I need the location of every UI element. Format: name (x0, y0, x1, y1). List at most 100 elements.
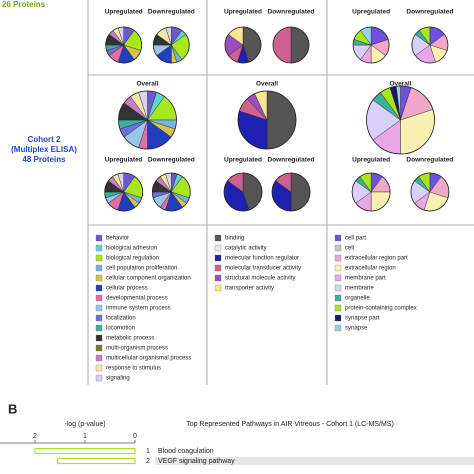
legend-swatch (95, 254, 103, 262)
legend-swatch (214, 244, 222, 252)
column-header: Upregulated (224, 9, 262, 16)
column-header: Upregulated (224, 157, 262, 164)
legend-label: biological regulation (106, 256, 159, 262)
legend-swatch (334, 284, 342, 292)
legend-swatch (95, 244, 103, 252)
row-band (155, 457, 474, 465)
pie-outline (152, 26, 190, 64)
legend-label: organelle (345, 296, 370, 302)
legend-label: locomotion (106, 326, 135, 332)
column-header: Upregulated (105, 157, 143, 164)
legend-label: behavior (106, 236, 129, 242)
legend-swatch (334, 324, 342, 332)
pie-slice (290, 172, 311, 212)
legend-swatch (95, 304, 103, 312)
legend-label: catalytic activity (225, 246, 267, 252)
rank-label: 1 (146, 448, 150, 455)
legend-label: developmental process (106, 296, 168, 302)
legend-label: binding (225, 236, 244, 242)
pie-outline (224, 26, 262, 64)
pie-outline (151, 172, 191, 212)
legend-swatch (95, 344, 103, 352)
pie-outline (272, 26, 310, 64)
column-header: Downregulated (406, 157, 453, 164)
tick-label: 1 (83, 433, 87, 440)
pie-outline (237, 90, 297, 150)
rank-label: 2 (146, 458, 150, 465)
legend-swatch (334, 274, 342, 282)
legend-label: extracellular region part (345, 256, 408, 262)
legend-swatch (214, 284, 222, 292)
legend-swatch (334, 234, 342, 242)
legend-swatch (95, 294, 103, 302)
pie-outline (271, 172, 311, 212)
legend-label: localization (106, 316, 136, 322)
legend-swatch (95, 364, 103, 372)
legend-label: cell part (345, 236, 366, 242)
pie-outline (223, 172, 263, 212)
legend-swatch (334, 304, 342, 312)
pie-outline (411, 26, 449, 64)
column-header: Downregulated (268, 9, 315, 16)
panel-title: Top Represented Pathways in AIR Vitreous… (186, 421, 394, 428)
legend-swatch (334, 264, 342, 272)
legend-swatch (214, 274, 222, 282)
axis-label: -log (p-value) (64, 421, 105, 428)
pie-outline (118, 90, 177, 150)
pie-outline (104, 172, 144, 212)
cohort1-count: 26 Proteins (2, 0, 46, 9)
legend-label: membrane part (345, 276, 386, 282)
legend-label: multicellular organismal process (106, 356, 191, 362)
legend-label: response to stimulus (106, 366, 161, 372)
column-header: Upregulated (352, 157, 390, 164)
legend-swatch (95, 314, 103, 322)
legend-swatch (334, 244, 342, 252)
legend-swatch (214, 264, 222, 272)
legend-label: molecular function regulator (225, 256, 299, 262)
legend-swatch (334, 254, 342, 262)
panel-letter: B (8, 401, 17, 416)
legend-label: immune system process (106, 306, 171, 312)
column-header: Overall (256, 81, 278, 88)
pathway-label: VEGF signaling pathway (158, 458, 235, 465)
bar (56, 457, 136, 465)
column-header: Downregulated (148, 9, 195, 16)
legend-swatch (95, 354, 103, 362)
legend-label: multi-organism process (106, 346, 168, 352)
legend-label: synapse (345, 326, 368, 332)
legend-label: cellular component organization (106, 276, 191, 282)
legend-swatch (95, 284, 103, 292)
legend-label: cell (345, 246, 354, 252)
legend-label: biological adhesion (106, 246, 157, 252)
legend-label: molecular transducer activity (225, 266, 301, 272)
cohort2-label: 48 Proteins (22, 155, 66, 164)
pie-slice (290, 26, 310, 64)
legend-swatch (95, 274, 103, 282)
column-header: Upregulated (352, 9, 390, 16)
pie-outline (366, 85, 435, 155)
column-header: Overall (389, 81, 411, 88)
legend-swatch (95, 234, 103, 242)
legend-swatch (214, 254, 222, 262)
legend-label: metabolic process (106, 336, 154, 342)
cohort2-label: (Multiplex ELISA) (11, 145, 77, 154)
legend-swatch (214, 234, 222, 242)
tick-label: 0 (133, 433, 137, 440)
legend-label: protein-containing complex (345, 306, 417, 312)
pie-slice (266, 90, 297, 150)
legend-label: synapse part (345, 316, 380, 322)
column-header: Downregulated (406, 9, 453, 16)
pathway-label: Blood coagulation (158, 448, 214, 455)
pie-slice (272, 26, 292, 64)
bar (34, 447, 136, 455)
legend-label: extracellular region (345, 266, 396, 272)
legend-swatch (95, 264, 103, 272)
legend-label: structural molecule activity (225, 276, 295, 282)
tick-label: 2 (33, 433, 37, 440)
legend-label: transporter activity (225, 286, 274, 292)
legend-swatch (95, 324, 103, 332)
column-header: Downregulated (148, 157, 195, 164)
legend-swatch (334, 314, 342, 322)
pie-outline (352, 26, 390, 64)
